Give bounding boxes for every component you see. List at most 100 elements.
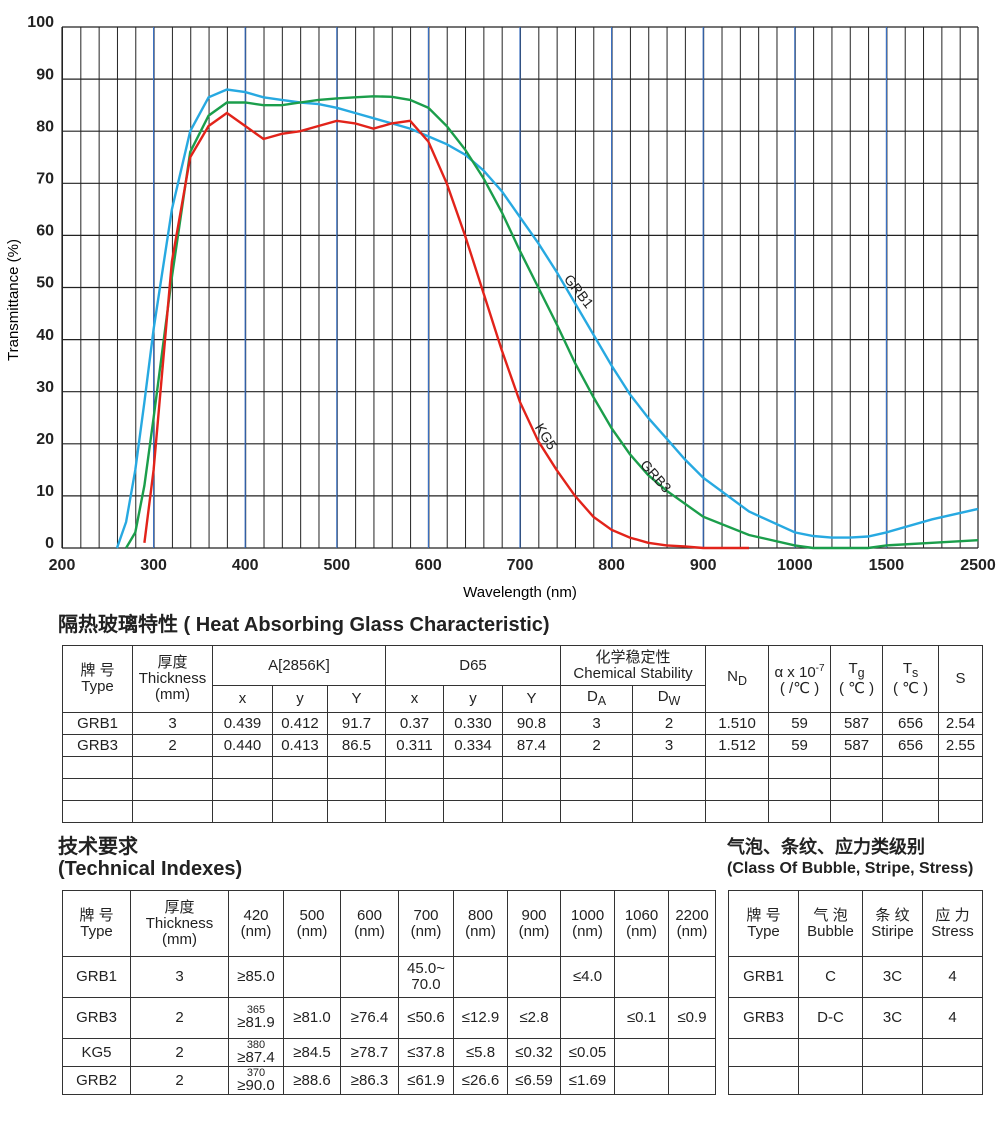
header-cell: 800 (nm) [453, 890, 508, 957]
cell [768, 756, 832, 779]
table3-title: 气泡、条纹、应力类级别 (Class Of Bubble, Stripe, Str… [727, 836, 973, 880]
text: -7 [815, 663, 825, 674]
cell [212, 756, 273, 779]
cell: 380 ≥87.4 [228, 1038, 284, 1067]
text: (nm) [354, 922, 385, 940]
cell: ≤1.69 [560, 1066, 615, 1095]
text: (nm) [572, 922, 603, 940]
text: 牌 号 [79, 906, 114, 924]
header-cell: 牌 号 Type [62, 645, 133, 713]
text: Type [80, 922, 113, 940]
text: Stress [931, 922, 974, 940]
cell: 4 [922, 997, 983, 1039]
row [728, 1038, 983, 1067]
cell: ≤4.0 [560, 956, 615, 998]
cell [327, 778, 386, 801]
header-cell: y [272, 685, 328, 713]
cell [728, 1066, 799, 1095]
x-tick-label: 300 [140, 557, 167, 574]
cell: 3 [130, 956, 229, 998]
x-axis-label: Wavelength (nm) [463, 584, 577, 600]
text: (Class Of Bubble, Stripe, Stress) [727, 860, 974, 877]
cell: C [798, 956, 863, 998]
cell [132, 800, 213, 823]
text: 技术要求 [58, 836, 138, 858]
cell [385, 778, 444, 801]
cell [62, 756, 133, 779]
cell [560, 997, 615, 1039]
cell [272, 756, 328, 779]
cell: ≥84.5 [283, 1038, 341, 1067]
header-cell: S [938, 645, 984, 713]
header-row: 牌 号 Type 厚度 Thickness (mm) 420 (nm) 500 (nm) 600(… [62, 890, 716, 957]
text: 45.0~ [407, 960, 445, 977]
cell [798, 1066, 863, 1095]
header-cell: 2200 (nm) [668, 890, 716, 957]
header-cell: 化学稳定性 Chemical Stability [560, 645, 707, 686]
cell: 365 ≥81.9 [228, 997, 284, 1039]
series-line [143, 111, 749, 550]
cell: 587 [830, 734, 884, 757]
text: 气 泡 [813, 906, 848, 924]
cell [768, 778, 832, 801]
header-cell: DW [632, 685, 707, 713]
cell: 91.7 [327, 712, 386, 735]
cell: ≤5.8 [453, 1038, 508, 1067]
cell: 2.54 [938, 712, 984, 735]
text: 气泡、条纹、应力类级别 [727, 837, 925, 857]
cell: 59 [768, 734, 832, 757]
cell: KG5 [62, 1038, 131, 1067]
chart: Transmittance (%) Wavelength (nm) 0 10 20 3… [5, 14, 996, 601]
cell [560, 756, 634, 779]
cell [882, 778, 940, 801]
cell: 3C [862, 997, 923, 1039]
cell [882, 800, 940, 823]
y-tick-label: 40 [36, 327, 54, 344]
cell [501, 800, 562, 823]
y-tick-label: 30 [36, 379, 54, 396]
cell: 3 [132, 712, 213, 735]
header-cell: 1060 (nm) [614, 890, 669, 957]
text: s [911, 666, 919, 680]
cell [560, 800, 634, 823]
cell: 0.412 [272, 712, 328, 735]
x-tick-label: 400 [232, 557, 259, 574]
cell: GRB3 [62, 997, 131, 1039]
text: ( ℃ ) [838, 680, 875, 697]
cell: 59 [768, 712, 832, 735]
cell: 3C [862, 956, 923, 998]
cell [938, 800, 984, 823]
text: T [902, 660, 912, 677]
cell [132, 778, 213, 801]
cell [132, 756, 213, 779]
cell: ≥81.0 [283, 997, 341, 1039]
cell: 87.4 [501, 734, 562, 757]
text: 800 [467, 906, 494, 924]
table3: 牌 号 Type 气 泡 Bubble 条 纹 Stiripe 应 力 Stress GRB1 C… [728, 890, 983, 1095]
text: 1000 [570, 906, 605, 924]
y-tick-label: 10 [36, 483, 54, 500]
cell: D-C [798, 997, 863, 1039]
cell: 2 [632, 712, 707, 735]
cell: 0.37 [385, 712, 444, 735]
cell [614, 1038, 669, 1067]
cell: ≤12.9 [453, 997, 508, 1039]
cell: 2.55 [938, 734, 984, 757]
cell: 4 [922, 956, 983, 998]
text: g [857, 666, 865, 680]
text: T [848, 660, 858, 677]
cell [62, 800, 133, 823]
cell [798, 1038, 863, 1067]
cell [668, 1038, 716, 1067]
text: 化学稳定性 [595, 648, 671, 666]
y-tick-label: 70 [36, 171, 54, 188]
cell [340, 956, 399, 998]
text: (mm) [162, 930, 197, 948]
header-cell: 900 (nm) [507, 890, 561, 957]
row: KG5 2 380 ≥87.4 ≥84.5 ≥78.7 ≤37.8 ≤5.8 ≤0.32 ≤0.0… [62, 1038, 716, 1067]
cell: 2 [130, 997, 229, 1039]
cell [632, 800, 707, 823]
cell [922, 1038, 983, 1067]
text: N [727, 668, 738, 685]
cell [882, 756, 940, 779]
